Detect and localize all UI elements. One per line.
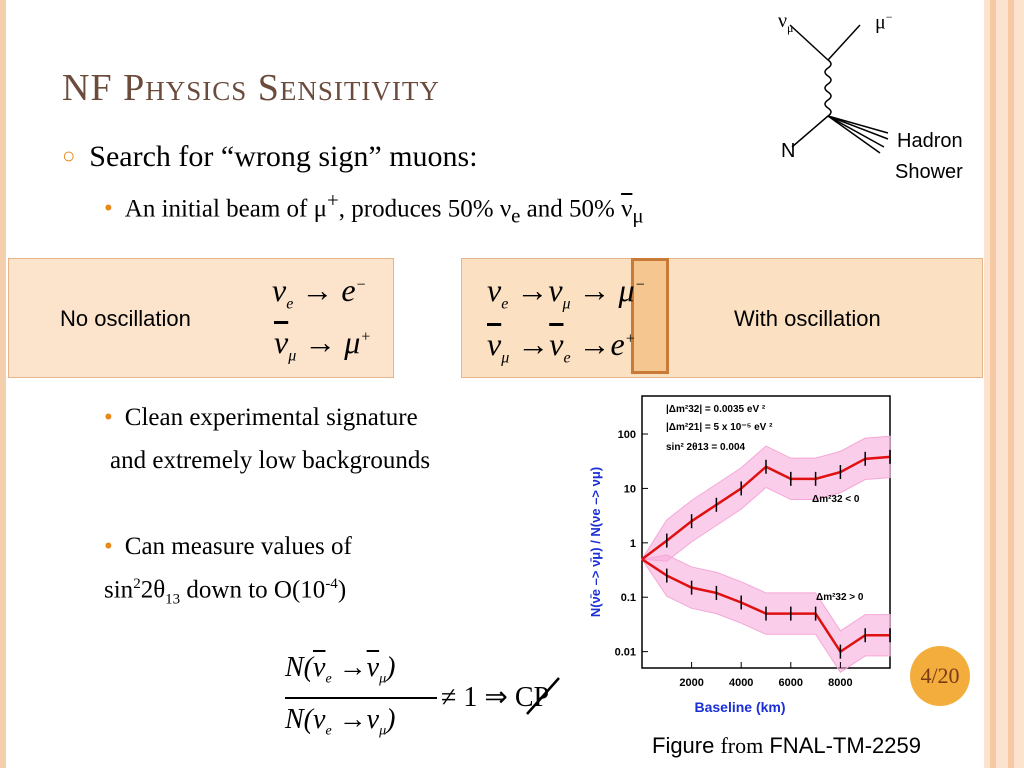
annotation-pos: Δm²32 > 0 bbox=[816, 592, 864, 603]
left-border bbox=[0, 0, 6, 768]
shower-line bbox=[827, 115, 889, 134]
y-axis-label: N(ν̄e –> ν̄μ) / N(νe –> νμ) bbox=[588, 467, 603, 617]
t: μ bbox=[875, 11, 886, 34]
t: from bbox=[720, 733, 764, 758]
x-axis-label: Baseline (km) bbox=[694, 699, 785, 715]
sup: + bbox=[327, 188, 339, 212]
feyn-line bbox=[827, 24, 861, 61]
feyn-nu-mu: νμ bbox=[778, 10, 793, 36]
t: Figure bbox=[652, 733, 721, 758]
y-tick-label: 100 bbox=[618, 429, 636, 441]
x-tick-label: 6000 bbox=[779, 677, 803, 689]
bullet-measure: • Can measure values of bbox=[104, 533, 352, 561]
bullet-clean: • Clean experimental signature bbox=[104, 404, 418, 432]
strike-line bbox=[526, 677, 560, 715]
x-tick-label: 8000 bbox=[828, 677, 852, 689]
no-oscillation-label: No oscillation bbox=[60, 306, 191, 331]
page-number-badge: 4/20 bbox=[910, 646, 970, 706]
t: ) bbox=[337, 576, 347, 604]
border-stripe bbox=[1008, 0, 1014, 768]
right-border bbox=[984, 0, 1024, 768]
nu-bar: ν bbox=[621, 195, 633, 223]
t: μ bbox=[787, 21, 794, 35]
bullet-dot-icon: • bbox=[104, 195, 113, 223]
feynman-diagram bbox=[789, 24, 889, 154]
legend-line1: |Δm²32| = 0.0035 eV ² bbox=[666, 404, 766, 415]
formula-numubar-mu: νμ → μ+ bbox=[274, 324, 372, 365]
ratio-numerator: N(νe →νμ) bbox=[285, 652, 396, 687]
text: , produces 50% ν bbox=[338, 195, 512, 223]
annotation-neg: Δm²32 < 0 bbox=[812, 494, 860, 505]
figure-caption: Figure from FNAL-TM-2259 bbox=[652, 733, 921, 759]
feyn-line bbox=[791, 115, 829, 148]
legend-line3: sin² 2θ13 = 0.004 bbox=[666, 442, 746, 453]
t: FNAL-TM-2259 bbox=[763, 733, 921, 758]
oscillation-plot: 100 10 1 0.1 0.01 2000 4000 6000 8000 |Δm²32| =… bbox=[588, 395, 891, 715]
bullet-ring-icon: ○ bbox=[62, 143, 76, 168]
cp-strike bbox=[526, 677, 560, 715]
series-lines bbox=[641, 449, 891, 659]
with-oscillation-label: With oscillation bbox=[734, 306, 881, 331]
feyn-mu-minus: μ− bbox=[875, 10, 893, 35]
y-tick-label: 0.01 bbox=[615, 647, 636, 659]
title-rest: Physics Sensitivity bbox=[123, 67, 440, 109]
shower-line bbox=[827, 115, 885, 148]
boson-wavy-line bbox=[824, 59, 832, 117]
shower-line bbox=[827, 115, 889, 140]
no-oscillation-band bbox=[8, 258, 394, 378]
formula-numubar-vebar-e: νμ →νe →e+ bbox=[487, 326, 636, 367]
bullet-wrong-sign: ○ Search for “wrong sign” muons: bbox=[62, 140, 478, 174]
feyn-hadron: Hadron bbox=[897, 130, 963, 152]
y-ticks: 100 10 1 0.1 0.01 bbox=[615, 429, 648, 659]
bullet-text: Search for “wrong sign” muons: bbox=[89, 140, 478, 173]
t: down to O(10 bbox=[180, 576, 326, 604]
t: 13 bbox=[165, 591, 181, 608]
clean-line2: and extremely low backgrounds bbox=[110, 447, 431, 474]
bullet-initial-beam: • An initial beam of μ+, produces 50% νe … bbox=[104, 188, 644, 228]
t: sin bbox=[104, 576, 134, 604]
y-tick-label: 10 bbox=[624, 483, 636, 495]
page-title: NF Physics Sensitivity bbox=[62, 66, 440, 110]
y-tick-label: 1 bbox=[630, 538, 636, 550]
x-tick-label: 4000 bbox=[729, 677, 753, 689]
border-stripe bbox=[990, 0, 996, 768]
x-tick-label: 2000 bbox=[679, 677, 703, 689]
t: − bbox=[885, 10, 893, 24]
t: 2θ bbox=[140, 576, 166, 604]
x-ticks: 2000 4000 6000 8000 bbox=[679, 662, 853, 689]
t: Clean experimental signature bbox=[124, 404, 418, 431]
formula-ve-numu-mu: νe →νμ → μ− bbox=[487, 272, 646, 313]
bullet-dot-icon: • bbox=[104, 533, 113, 560]
feyn-shower: Shower bbox=[895, 161, 963, 183]
with-oscillation-band bbox=[461, 258, 983, 378]
shower-line bbox=[827, 115, 881, 154]
wrong-sign-highlight bbox=[631, 258, 669, 374]
title-first: NF bbox=[62, 67, 113, 109]
sub: μ bbox=[632, 203, 644, 228]
t: Can measure values of bbox=[124, 533, 352, 560]
feyn-n: N bbox=[781, 140, 796, 162]
t: -4 bbox=[325, 576, 338, 592]
text: An initial beam of μ bbox=[124, 195, 328, 223]
text: and 50% bbox=[520, 195, 622, 223]
t: 2 bbox=[133, 576, 141, 592]
t: ν bbox=[778, 10, 788, 32]
y-tick-label: 0.1 bbox=[621, 592, 636, 604]
legend-line2: |Δm²21| = 5 x 10⁻⁵ eV ² bbox=[666, 422, 773, 433]
cp-ratio-formula: N(νe →νμ) N(νe →νμ) ≠ 1 ⇒ CP bbox=[285, 650, 575, 750]
fraction-bar bbox=[285, 697, 437, 699]
measure-line2: sin22θ13 down to O(10-4) bbox=[104, 576, 346, 608]
feyn-line bbox=[789, 24, 829, 61]
bullet-dot-icon: • bbox=[104, 404, 113, 431]
ratio-denominator: N(νe →νμ) bbox=[285, 704, 396, 739]
formula-ve-e: νe → e− bbox=[272, 272, 367, 313]
sub: e bbox=[511, 203, 521, 228]
